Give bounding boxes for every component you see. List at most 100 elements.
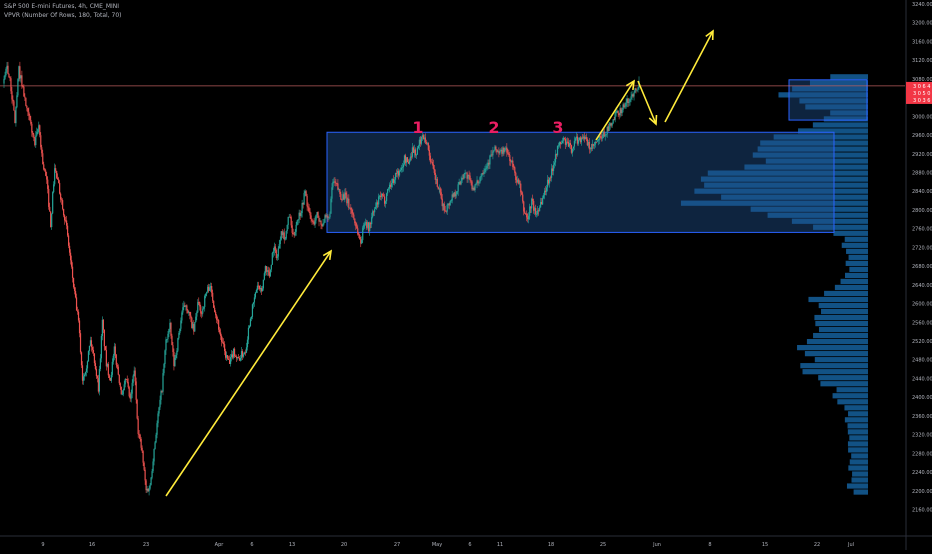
candle-body — [558, 142, 561, 146]
candle-body — [172, 345, 174, 352]
volume-profile-bar — [832, 393, 868, 399]
candle-body — [578, 137, 580, 140]
candle-body — [50, 211, 52, 228]
x-tick-label: 16 — [89, 542, 95, 548]
candle-body — [266, 270, 268, 272]
candle-body — [317, 212, 319, 218]
volume-profile-bar — [834, 284, 868, 291]
candle-body — [312, 220, 314, 223]
candle-body — [349, 207, 351, 209]
candle-body — [125, 378, 127, 380]
y-tick-label: 2960.00 — [912, 133, 932, 139]
candle-body — [491, 154, 493, 156]
candle-body — [208, 286, 210, 291]
candle-body — [415, 154, 418, 156]
y-tick-label: 2240.00 — [912, 470, 932, 476]
volume-profile-bar — [851, 477, 868, 483]
candle-body — [359, 234, 361, 240]
candle-body — [190, 315, 192, 318]
candle-body — [356, 226, 358, 229]
candle-body — [636, 89, 638, 91]
candle-body — [575, 136, 577, 139]
candle-body — [513, 166, 515, 168]
candle-body — [618, 113, 620, 116]
candle-body — [516, 179, 518, 183]
candle-body — [484, 168, 486, 172]
candle-body — [560, 143, 563, 145]
candle-body — [593, 144, 595, 146]
candle-body — [494, 146, 496, 151]
candle-body — [267, 270, 269, 272]
candle-body — [183, 305, 185, 308]
candle-body — [468, 175, 470, 176]
price-tag — [906, 88, 932, 97]
candle-body — [123, 384, 125, 391]
candle-body — [89, 340, 92, 346]
candle-body — [567, 141, 570, 147]
candle-body — [597, 140, 599, 142]
candle-body — [225, 350, 227, 358]
candle-body — [446, 204, 448, 212]
candle-body — [160, 390, 162, 400]
candle-body — [396, 170, 399, 174]
candle-body — [223, 342, 225, 345]
candle-body — [402, 164, 405, 168]
candle-body — [327, 215, 329, 218]
candle-body — [20, 75, 22, 79]
candle-body — [464, 172, 466, 175]
candle-body — [37, 129, 39, 132]
candle-body — [58, 179, 60, 183]
candle-body — [161, 390, 163, 392]
candle-body — [514, 167, 516, 173]
candle-body — [499, 151, 501, 154]
candle-body — [231, 354, 234, 358]
candle-body — [410, 156, 413, 158]
candle-body — [526, 214, 528, 218]
candle-body — [315, 214, 317, 221]
candle-body — [566, 141, 569, 143]
volume-profile-bar — [840, 278, 868, 285]
candle-body — [49, 206, 51, 212]
candle-body — [186, 305, 188, 311]
candle-body — [70, 260, 73, 267]
candle-body — [495, 146, 497, 150]
volume-profile-bar — [845, 260, 868, 266]
candle-body — [370, 222, 372, 225]
arrow-retest — [637, 80, 657, 125]
candle-body — [14, 110, 16, 124]
candle-body — [373, 211, 375, 213]
candle-body — [548, 177, 551, 184]
y-tick-label: 2560.00 — [912, 320, 932, 326]
y-tick-label: 2320.00 — [912, 433, 932, 439]
candle-body — [628, 101, 630, 103]
candle-body — [482, 173, 484, 174]
candle-body — [9, 77, 11, 79]
volume-profile-bar — [815, 320, 868, 327]
candle-body — [280, 231, 282, 240]
candle-body — [547, 179, 550, 184]
candle-body — [8, 73, 10, 78]
candle-body — [291, 225, 293, 233]
candle-body — [98, 368, 100, 392]
upper-zone — [788, 79, 868, 121]
candle-body — [262, 279, 264, 289]
candle-body — [133, 370, 135, 376]
volume-profile-bar — [844, 236, 868, 242]
candle-body — [107, 364, 109, 376]
candle-body — [462, 177, 464, 179]
candle-body — [119, 383, 121, 387]
candle-body — [543, 195, 545, 198]
candle-body — [121, 394, 123, 396]
candle-body — [453, 192, 455, 197]
candle-body — [128, 387, 130, 397]
candle-body — [608, 125, 610, 131]
y-tick-label: 2680.00 — [912, 264, 932, 270]
x-tick-label: 25 — [600, 542, 606, 548]
candle-body — [391, 178, 394, 184]
candle-body — [43, 164, 45, 170]
candle-body — [202, 308, 204, 314]
candle-body — [447, 203, 449, 205]
candle-body — [367, 222, 369, 228]
